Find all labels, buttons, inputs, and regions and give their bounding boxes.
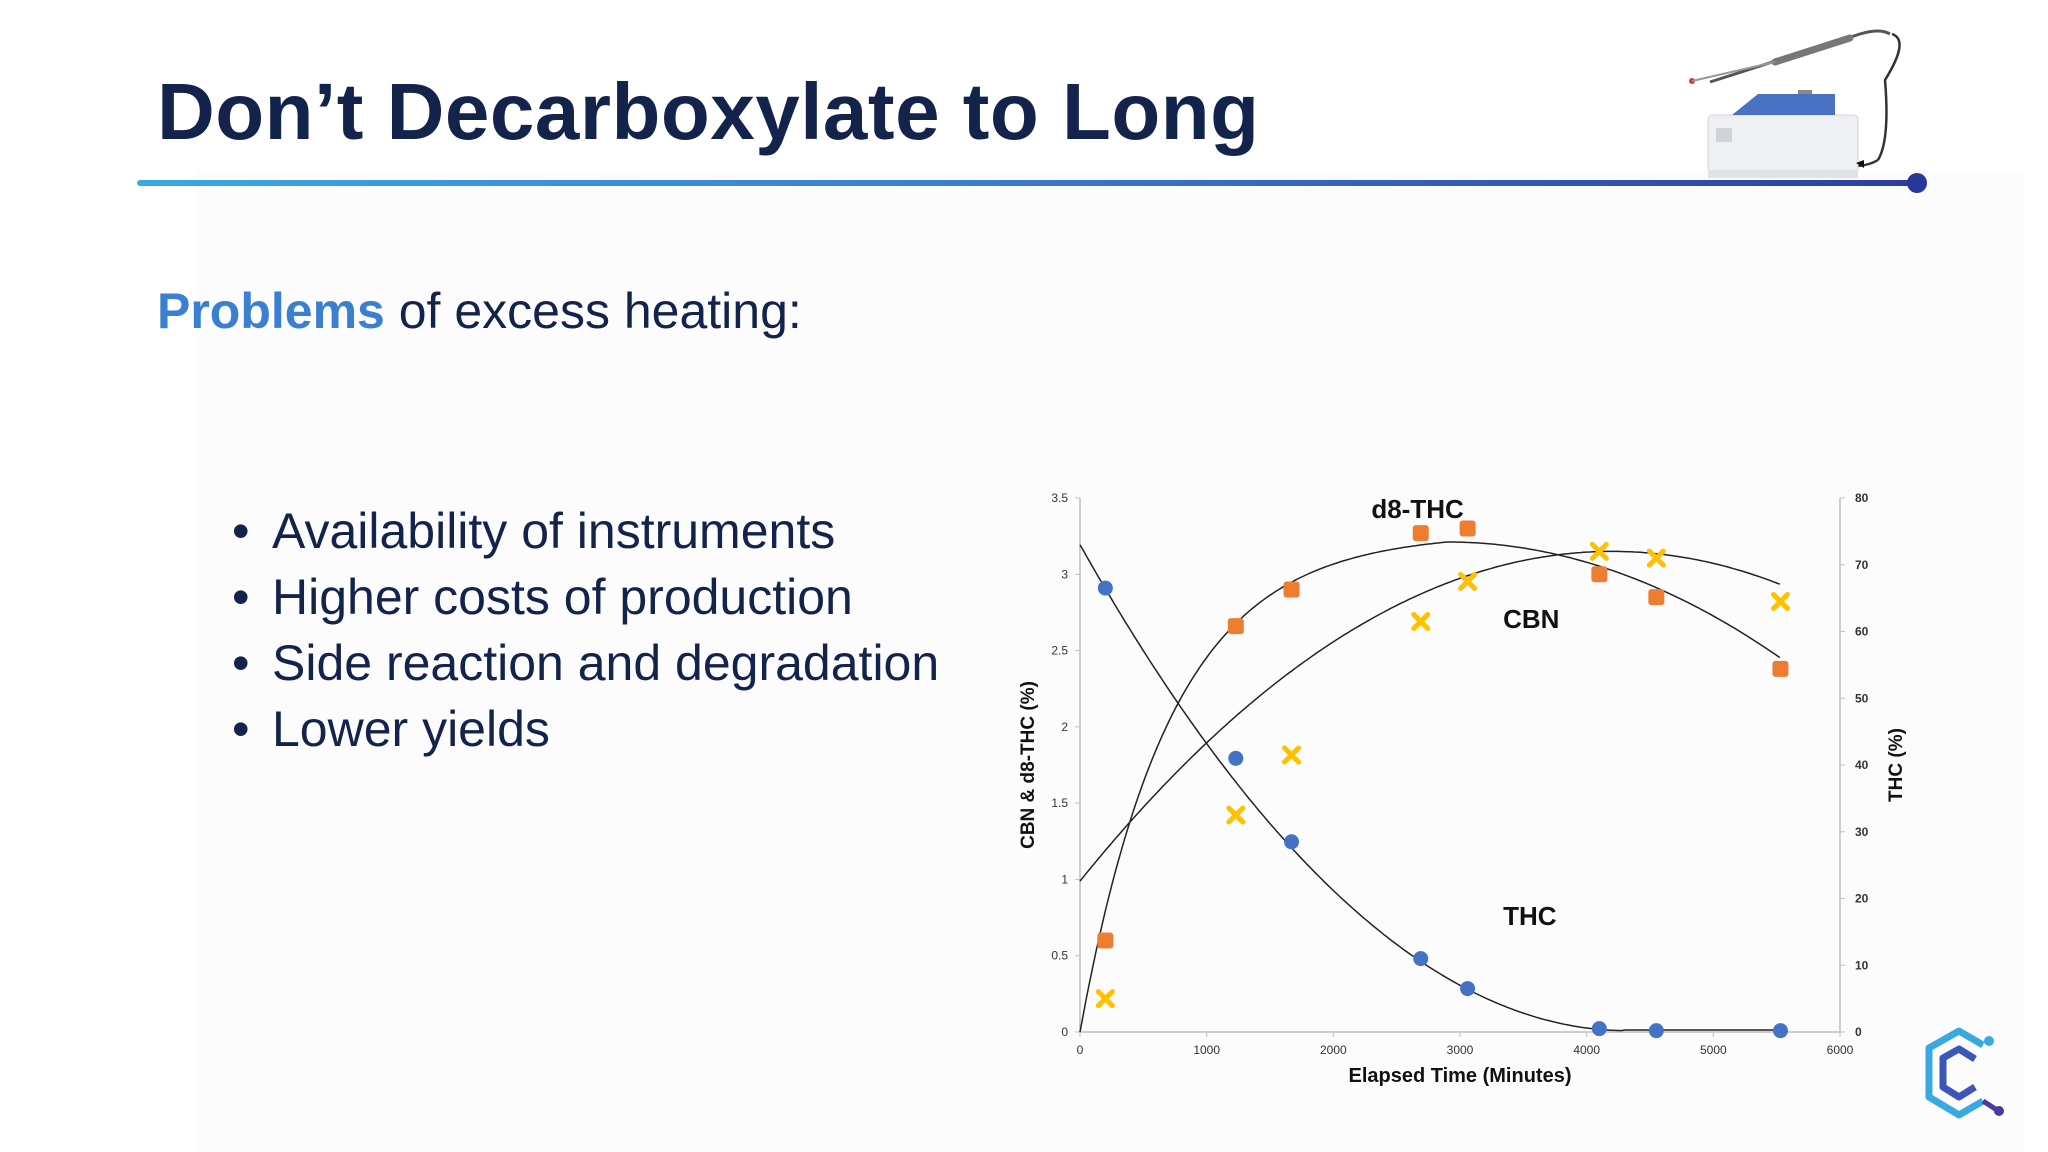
y2-tick-label: 60 [1855,625,1869,639]
subtitle-highlight: Problems [157,283,385,339]
y2-tick-label: 50 [1855,691,1869,705]
x-tick-label: 5000 [1700,1043,1727,1057]
x-tick-label: 0 [1077,1043,1084,1057]
y2-tick-label: 30 [1855,825,1869,839]
cbn-point [1226,805,1246,825]
series-annotation: THC [1503,901,1557,931]
bullet-item: Higher costs of production [232,564,939,630]
bullet-item: Availability of instruments [232,498,939,564]
y-axis-label: CBN & d8-THC (%) [1018,681,1039,849]
thc-point [1591,1021,1607,1037]
cbn-point [1282,745,1302,765]
bullet-list: Availability of instruments Higher costs… [232,498,939,762]
y2-tick-label: 70 [1855,558,1869,572]
y-tick-label: 2 [1061,720,1068,734]
y-tick-label: 3 [1061,567,1068,581]
y-tick-label: 0 [1061,1025,1068,1039]
thc-point [1772,1023,1788,1039]
y-tick-label: 3.5 [1051,491,1068,505]
x-tick-label: 6000 [1827,1043,1854,1057]
cbn-point [1646,548,1666,568]
y2-tick-label: 10 [1855,958,1869,972]
cbn-point [1458,571,1478,591]
cbn-point [1770,591,1790,611]
cbn-point [1589,541,1609,561]
d8-thc-point [1412,525,1429,542]
y-tick-label: 1.5 [1051,796,1068,810]
thc-point [1097,580,1113,596]
d8-thc-point [1648,589,1665,606]
y2-tick-label: 80 [1855,491,1869,505]
bullet-item: Side reaction and degradation [232,630,939,696]
thc-point [1460,981,1476,997]
decarboxylation-chart: 0 1000 2000 3000 4000 5000 6000 0 0.5 1 1.5 2 2.5 3 3.… [1000,480,1920,1105]
thc-trendline [1079,544,1780,1032]
slide-title: Don’t Decarboxylate to Long [157,67,1260,156]
y-tick-label: 2.5 [1051,644,1068,658]
d8-thc-point [1283,581,1300,598]
y-tick-label: 1 [1061,872,1068,886]
d8-thc-point [1591,566,1608,583]
bullet-item: Lower yields [232,696,939,762]
y2-tick-label: 40 [1855,758,1869,772]
x-tick-label: 4000 [1573,1043,1600,1057]
thc-point [1228,750,1244,766]
chart-svg: 0 1000 2000 3000 4000 5000 600000.511.522.533.… [1018,491,1907,1087]
x-tick-label: 1000 [1193,1043,1220,1057]
cbn-point [1411,611,1431,631]
slide-subtitle: Problems of excess heating: [157,282,802,340]
y2-axis-label: THC (%) [1886,728,1907,802]
x-tick-label: 3000 [1447,1043,1474,1057]
thc-point [1284,834,1300,850]
d8-thc-point [1097,932,1114,949]
d8-thc-point [1459,520,1476,537]
company-c-logo-icon [1895,1015,2015,1140]
y2-tick-label: 0 [1855,1025,1862,1039]
series-annotation: d8-THC [1371,494,1464,524]
subtitle-text: of excess heating: [384,283,802,339]
title-underline-dot [1907,173,1927,193]
decarboxylator-device-icon [1680,20,1920,195]
d8-thc-point [1227,618,1244,635]
cbn-trendline [1079,550,1781,882]
cbn-point [1095,989,1115,1009]
d8-thc-point [1772,660,1789,677]
thc-point [1413,951,1429,967]
x-axis-label: Elapsed Time (Minutes) [1348,1065,1571,1087]
thc-point [1648,1023,1664,1039]
y-tick-label: 0.5 [1051,949,1068,963]
title-underline [137,180,1917,186]
y2-tick-label: 20 [1855,892,1869,906]
x-tick-label: 2000 [1320,1043,1347,1057]
series-annotation: CBN [1503,604,1559,634]
